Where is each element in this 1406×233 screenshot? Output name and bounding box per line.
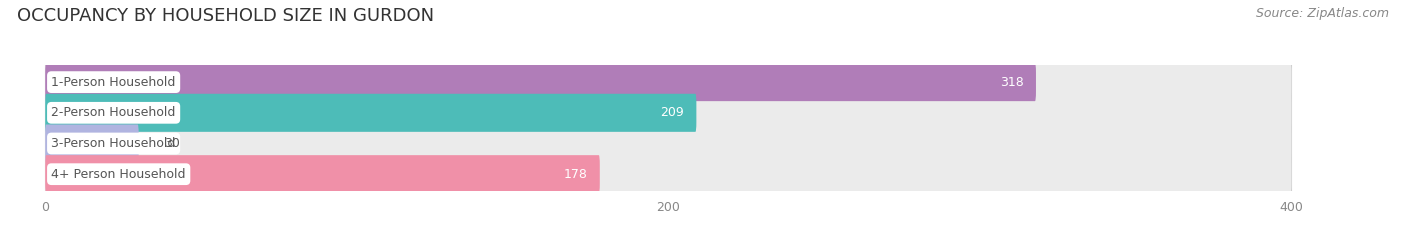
Text: 178: 178 xyxy=(564,168,588,181)
Text: 3-Person Household: 3-Person Household xyxy=(52,137,176,150)
FancyBboxPatch shape xyxy=(45,94,696,132)
Text: 1-Person Household: 1-Person Household xyxy=(52,76,176,89)
Text: Source: ZipAtlas.com: Source: ZipAtlas.com xyxy=(1256,7,1389,20)
Text: 318: 318 xyxy=(1000,76,1024,89)
FancyBboxPatch shape xyxy=(45,94,1292,132)
FancyBboxPatch shape xyxy=(45,155,1292,193)
Text: 209: 209 xyxy=(661,106,683,119)
FancyBboxPatch shape xyxy=(45,63,1036,101)
FancyBboxPatch shape xyxy=(45,155,600,193)
FancyBboxPatch shape xyxy=(45,124,139,163)
Text: OCCUPANCY BY HOUSEHOLD SIZE IN GURDON: OCCUPANCY BY HOUSEHOLD SIZE IN GURDON xyxy=(17,7,434,25)
Text: 30: 30 xyxy=(163,137,180,150)
Text: 2-Person Household: 2-Person Household xyxy=(52,106,176,119)
Text: 4+ Person Household: 4+ Person Household xyxy=(52,168,186,181)
FancyBboxPatch shape xyxy=(45,124,1292,163)
FancyBboxPatch shape xyxy=(45,63,1292,101)
